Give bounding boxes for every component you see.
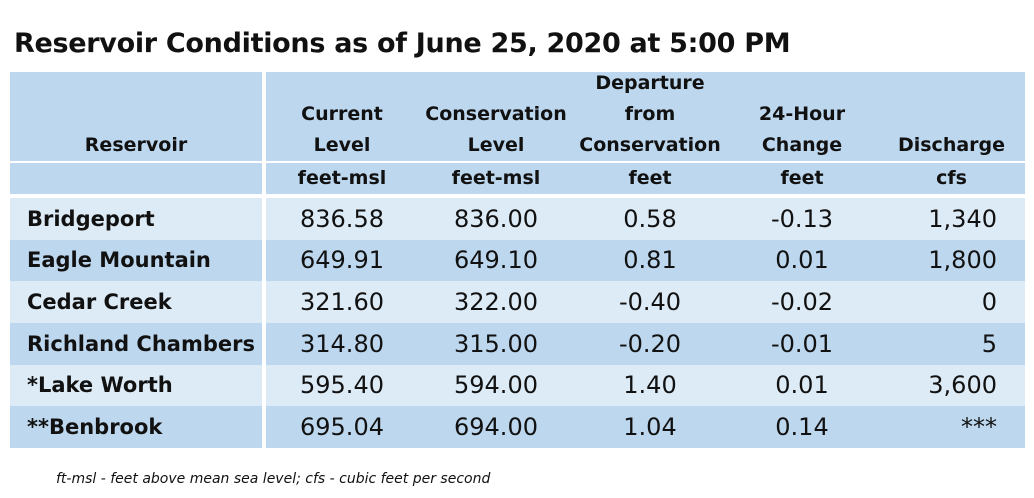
- conservation-level-cell: 322.00: [418, 281, 574, 323]
- discharge-cell: 1,800: [878, 239, 1025, 282]
- header-discharge-unit: cfs: [878, 161, 1025, 194]
- conservation-level-cell: 694.00: [418, 406, 574, 448]
- discharge-cell: 3,600: [878, 364, 1025, 407]
- current-level-cell: 649.91: [266, 239, 418, 282]
- discharge-cell: ***: [878, 406, 1025, 448]
- discharge-cell: 5: [878, 322, 1025, 365]
- header-conservation-level: Conservation Level feet-msl: [418, 72, 574, 194]
- conservation-level-cell: 594.00: [418, 364, 574, 407]
- departure-cell: 1.04: [574, 406, 726, 448]
- current-level-cell: 321.60: [266, 281, 418, 323]
- header-departure-line1: Departure: [595, 72, 705, 94]
- current-level-cell: 595.40: [266, 364, 418, 407]
- change-cell: 0.14: [726, 406, 878, 448]
- departure-cell: -0.20: [574, 322, 726, 365]
- header-current-level-unit: feet-msl: [266, 161, 418, 194]
- conservation-level-cell: 315.00: [418, 322, 574, 365]
- reservoir-name: Eagle Mountain: [10, 239, 266, 282]
- change-cell: -0.02: [726, 281, 878, 323]
- header-reservoir-unit: [10, 161, 262, 194]
- header-conservation-level-line2: Level: [467, 134, 525, 156]
- departure-cell: -0.40: [574, 281, 726, 323]
- header-24-hour-change: 24-Hour Change feet: [726, 72, 878, 194]
- header-departure-line2: from: [624, 103, 676, 125]
- header-departure: Departure from Conservation feet: [574, 72, 726, 194]
- current-level-cell: 314.80: [266, 322, 418, 365]
- reservoir-name: *Lake Worth: [10, 364, 266, 407]
- reservoir-name: Cedar Creek: [10, 281, 266, 323]
- header-departure-unit: feet: [574, 161, 726, 194]
- departure-cell: 0.58: [574, 198, 726, 240]
- departure-cell: 1.40: [574, 364, 726, 407]
- reservoir-table: Reservoir Current Level feet-msl Conserv…: [10, 72, 1025, 448]
- header-24-hour-change-unit: feet: [726, 161, 878, 194]
- change-cell: 0.01: [726, 239, 878, 282]
- current-level-cell: 695.04: [266, 406, 418, 448]
- footnote: ft-msl - feet above mean sea level; cfs …: [56, 471, 491, 487]
- change-cell: -0.13: [726, 198, 878, 240]
- header-discharge: Discharge cfs: [878, 72, 1025, 194]
- current-level-cell: 836.58: [266, 198, 418, 240]
- header-current-level: Current Level feet-msl: [266, 72, 418, 194]
- change-cell: 0.01: [726, 364, 878, 407]
- header-current-level-line1: Current: [301, 103, 383, 125]
- reservoir-name: Richland Chambers: [10, 322, 266, 365]
- header-24-hour-change-line1: 24-Hour: [758, 103, 846, 125]
- header-reservoir: Reservoir: [10, 72, 266, 194]
- header-discharge-line1: Discharge: [897, 134, 1006, 156]
- page-title: Reservoir Conditions as of June 25, 2020…: [14, 28, 791, 59]
- header-conservation-level-unit: feet-msl: [418, 161, 574, 194]
- conservation-level-cell: 836.00: [418, 198, 574, 240]
- discharge-cell: 1,340: [878, 198, 1025, 240]
- header-current-level-line2: Level: [313, 134, 371, 156]
- departure-cell: 0.81: [574, 239, 726, 282]
- header-divider: [10, 194, 1025, 198]
- reservoir-name: Bridgeport: [10, 198, 266, 240]
- change-cell: -0.01: [726, 322, 878, 365]
- discharge-cell: 0: [878, 281, 1025, 323]
- header-departure-line3: Conservation: [579, 134, 721, 156]
- conservation-level-cell: 649.10: [418, 239, 574, 282]
- header-24-hour-change-line2: Change: [761, 134, 843, 156]
- header-conservation-level-line1: Conservation: [425, 103, 567, 125]
- reservoir-name: **Benbrook: [10, 406, 266, 448]
- header-reservoir-label: Reservoir: [84, 134, 188, 156]
